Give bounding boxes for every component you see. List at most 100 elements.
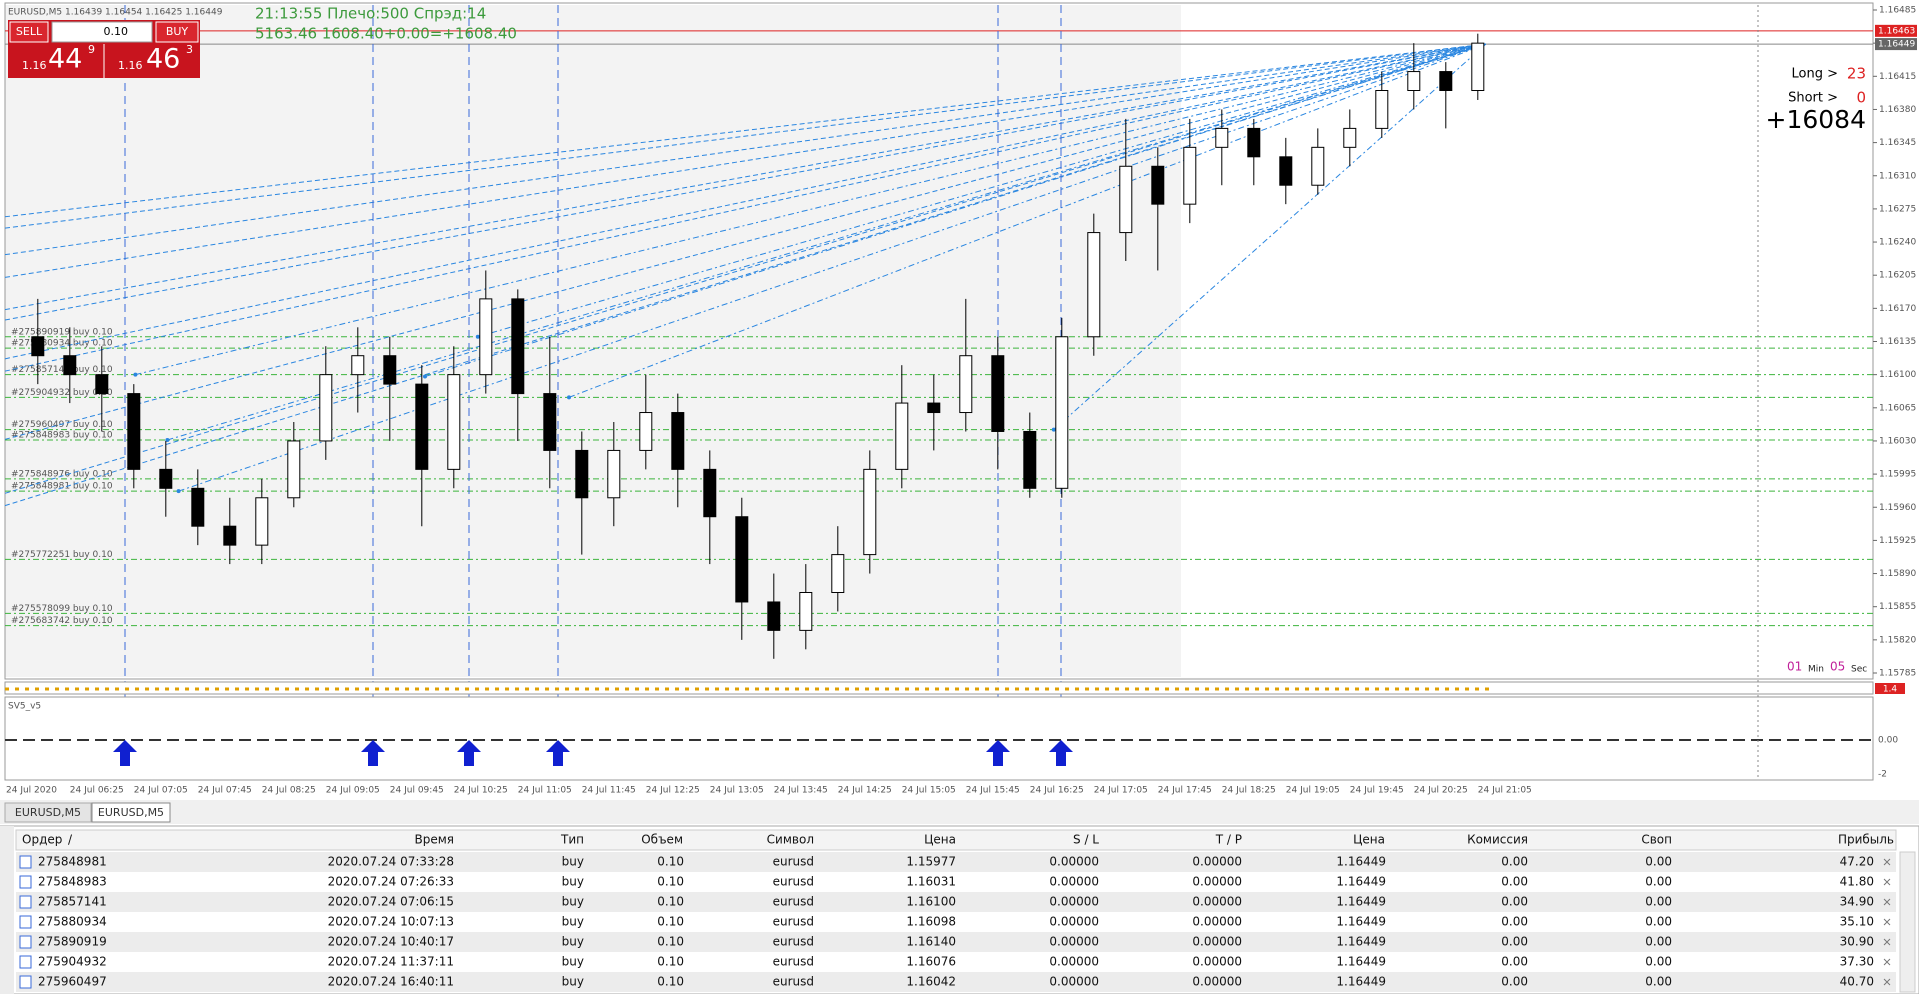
time-label: 24 Jul 11:45 bbox=[582, 786, 636, 796]
column-header[interactable]: / bbox=[68, 833, 73, 847]
tab-label[interactable]: EURUSD,M5 bbox=[15, 806, 81, 819]
trend-line bbox=[4, 43, 1486, 321]
table-cell: 0.00 bbox=[1501, 895, 1528, 909]
order-label: #275848981 buy 0.10 bbox=[11, 482, 113, 492]
column-header[interactable]: Тип bbox=[560, 833, 584, 847]
close-icon[interactable] bbox=[1883, 898, 1891, 906]
table-cell: buy bbox=[562, 855, 584, 869]
table-cell: 0.00000 bbox=[1049, 895, 1099, 909]
trade-line bbox=[135, 43, 1486, 376]
timer-min: 01 bbox=[1787, 660, 1802, 674]
column-header[interactable]: Объем bbox=[641, 833, 683, 847]
table-row[interactable] bbox=[16, 852, 1896, 872]
info-line: 21:13:55 Плечо:500 Спрэд:14 bbox=[255, 5, 486, 23]
table-cell: 0.00 bbox=[1645, 955, 1672, 969]
table-cell: 47.20 bbox=[1840, 855, 1874, 869]
table-cell: 1.16076 bbox=[906, 955, 956, 969]
column-header[interactable]: Прибыль bbox=[1838, 833, 1894, 847]
entry-point bbox=[475, 334, 480, 339]
table-cell: 275960497 bbox=[38, 975, 107, 989]
sell-label[interactable]: SELL bbox=[16, 25, 43, 38]
price-label: 1.16463 bbox=[1878, 26, 1915, 36]
column-header[interactable]: Цена bbox=[924, 833, 956, 847]
column-header[interactable]: Символ bbox=[767, 833, 814, 847]
table-cell: 0.00 bbox=[1645, 895, 1672, 909]
table-cell: 0.00 bbox=[1645, 975, 1672, 989]
table-cell: 35.10 bbox=[1840, 915, 1874, 929]
price-tick-label: 1.16170 bbox=[1879, 304, 1916, 314]
time-label: 24 Jul 13:45 bbox=[774, 786, 828, 796]
table-row[interactable] bbox=[16, 892, 1896, 912]
table-row[interactable] bbox=[16, 912, 1896, 932]
trade-line bbox=[178, 43, 1486, 492]
table-cell: 1.16031 bbox=[906, 875, 956, 889]
table-row[interactable] bbox=[16, 952, 1896, 972]
trend-line bbox=[4, 43, 1486, 311]
time-label: 24 Jul 10:25 bbox=[454, 786, 508, 796]
table-row[interactable] bbox=[16, 972, 1896, 992]
scrollbar[interactable] bbox=[1899, 851, 1916, 993]
trade-line bbox=[568, 43, 1486, 398]
table-cell: 1.16449 bbox=[1336, 915, 1386, 929]
table-cell: 0.10 bbox=[657, 955, 684, 969]
table-cell: 275848981 bbox=[38, 855, 107, 869]
candle-body bbox=[95, 374, 109, 395]
indicator-badge-bg bbox=[1875, 683, 1905, 694]
signal-arrow bbox=[113, 740, 137, 766]
column-header[interactable]: Время bbox=[414, 833, 454, 847]
column-header[interactable]: T / P bbox=[1215, 833, 1242, 847]
column-header[interactable]: S / L bbox=[1073, 833, 1099, 847]
time-label: 24 Jul 18:25 bbox=[1222, 786, 1276, 796]
column-header[interactable]: Ордер bbox=[22, 833, 62, 847]
table-cell: 0.00 bbox=[1501, 975, 1528, 989]
table-row[interactable] bbox=[16, 932, 1896, 952]
table-cell: buy bbox=[562, 915, 584, 929]
ask-big: 1.16 bbox=[118, 59, 143, 72]
close-icon[interactable] bbox=[1883, 858, 1891, 866]
table-row[interactable] bbox=[16, 872, 1896, 892]
time-label: 24 Jul 19:05 bbox=[1286, 786, 1340, 796]
table-cell: 275890919 bbox=[38, 935, 107, 949]
close-icon[interactable] bbox=[1883, 978, 1891, 986]
close-icon[interactable] bbox=[1883, 958, 1891, 966]
tab-label[interactable]: EURUSD,M5 bbox=[98, 806, 164, 819]
indicator-panel bbox=[4, 696, 1874, 781]
table-cell: 0.00000 bbox=[1192, 935, 1242, 949]
time-label: 24 Jul 17:05 bbox=[1094, 786, 1148, 796]
lot-value[interactable]: 0.10 bbox=[104, 25, 129, 38]
column-header[interactable]: Цена bbox=[1353, 833, 1385, 847]
buy-button[interactable] bbox=[155, 21, 199, 43]
lot-input[interactable] bbox=[51, 21, 153, 43]
signal-arrow bbox=[1049, 740, 1073, 766]
sell-button[interactable] bbox=[9, 21, 49, 43]
table-cell: 0.10 bbox=[657, 935, 684, 949]
buy-label[interactable]: BUY bbox=[166, 25, 189, 38]
table-cell: 0.00000 bbox=[1192, 915, 1242, 929]
column-header[interactable]: Комиссия bbox=[1467, 833, 1528, 847]
close-icon[interactable] bbox=[1883, 878, 1891, 886]
table-cell: 275880934 bbox=[38, 915, 107, 929]
close-icon[interactable] bbox=[1883, 918, 1891, 926]
tab[interactable] bbox=[4, 802, 92, 823]
table-cell: 37.30 bbox=[1840, 955, 1874, 969]
candle-body bbox=[1407, 71, 1421, 92]
price-tick-label: 1.15855 bbox=[1879, 602, 1916, 612]
price-tick-label: 1.16100 bbox=[1879, 370, 1916, 380]
column-header[interactable]: Своп bbox=[1641, 833, 1672, 847]
price-tick-label: 1.16380 bbox=[1879, 105, 1916, 115]
time-label: 24 Jul 21:05 bbox=[1478, 786, 1532, 796]
close-icon[interactable] bbox=[1883, 938, 1891, 946]
indicator-name: SV5_v5 bbox=[8, 702, 41, 712]
table-cell: buy bbox=[562, 875, 584, 889]
entry-point bbox=[176, 489, 181, 494]
indicator-tick: 0.00 bbox=[1878, 736, 1898, 746]
table-cell: eurusd bbox=[773, 875, 814, 889]
candle-body bbox=[1087, 232, 1101, 338]
table-cell: 2020.07.24 16:40:11 bbox=[328, 975, 454, 989]
row-icon bbox=[19, 895, 32, 909]
candle-body bbox=[767, 601, 781, 631]
table-cell: 0.00000 bbox=[1049, 875, 1099, 889]
tab-active[interactable] bbox=[91, 802, 171, 823]
table-cell: 0.00 bbox=[1645, 935, 1672, 949]
timer-min-label: Min bbox=[1808, 665, 1824, 675]
